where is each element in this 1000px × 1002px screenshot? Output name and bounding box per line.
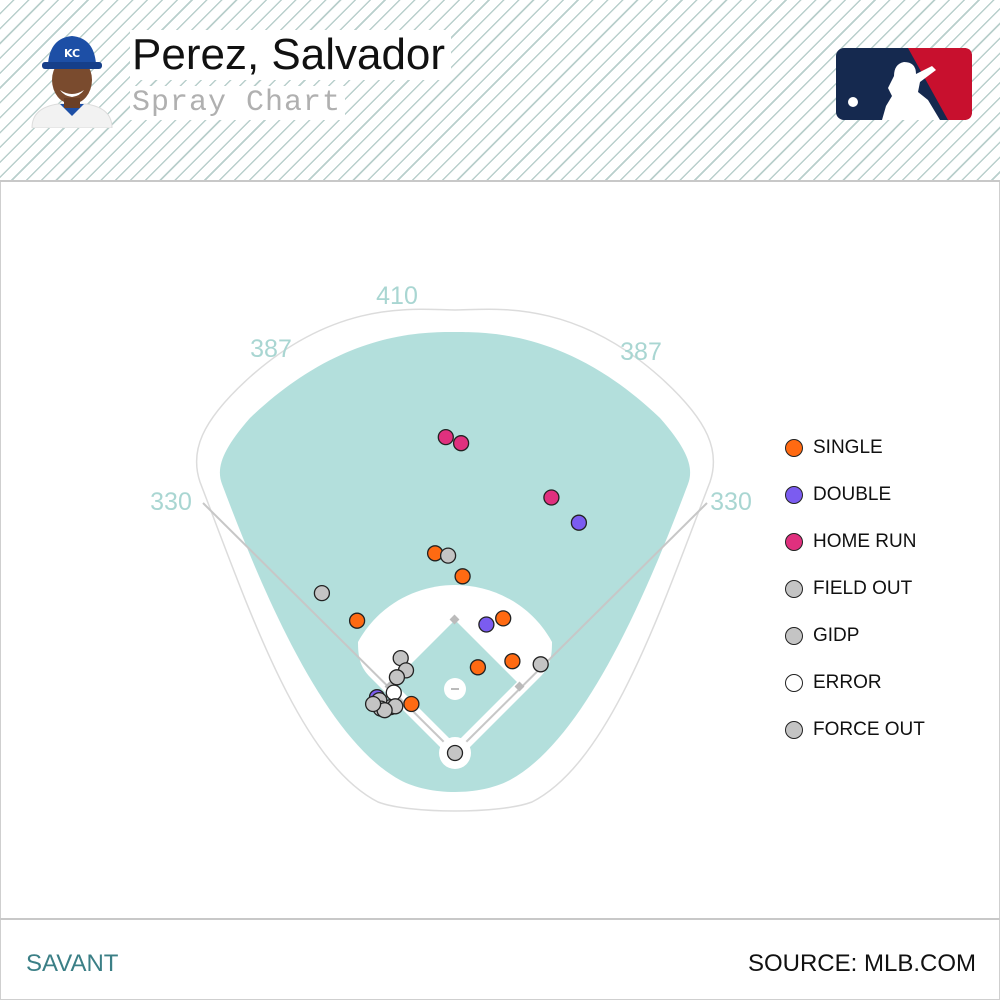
mlb-logo — [836, 48, 972, 120]
hit-marker-field-out — [364, 695, 382, 713]
hit-marker-single — [454, 568, 471, 585]
legend-swatch — [785, 721, 803, 739]
svg-text:KC: KC — [64, 47, 80, 60]
legend-label: HOME RUN — [813, 531, 917, 552]
hit-marker-single — [495, 610, 512, 627]
legend-label: FORCE OUT — [813, 719, 925, 740]
legend-label: FIELD OUT — [813, 578, 913, 599]
legend-swatch — [785, 674, 803, 692]
legend-label: SINGLE — [813, 437, 883, 458]
distance-label: 387 — [250, 335, 292, 363]
legend-label: DOUBLE — [813, 484, 892, 505]
hit-marker-single — [403, 695, 420, 713]
chart-header: KC Perez, Salvador Spray Chart — [0, 0, 1000, 182]
hit-marker-double — [570, 514, 588, 531]
legend-swatch — [785, 533, 803, 551]
legend-swatch — [785, 627, 803, 645]
pitchers-rubber — [451, 688, 459, 690]
legend-label: GIDP — [813, 625, 860, 646]
hit-marker-error — [385, 684, 402, 701]
chart-subtitle: Spray Chart — [130, 86, 346, 120]
distance-label: 330 — [150, 488, 192, 516]
savant-link[interactable]: SAVANT — [26, 950, 119, 977]
outfield-grass — [219, 332, 691, 792]
legend-swatch — [785, 580, 803, 598]
hit-marker-single — [469, 659, 487, 676]
legend-label: ERROR — [813, 672, 882, 693]
hit-marker-home-run — [543, 489, 560, 506]
hit-marker-single — [348, 612, 366, 629]
source-credit: SOURCE: MLB.COM — [747, 950, 976, 977]
hit-marker-home-run — [452, 435, 470, 452]
spray-chart-svg: 330 387 410 387 330 — [150, 282, 752, 812]
hit-marker-field-out — [388, 669, 406, 686]
distance-label: 330 — [710, 488, 752, 516]
hit-marker-field-out — [439, 547, 457, 564]
hit-marker-field-out — [532, 656, 549, 673]
player-headshot: KC — [30, 24, 114, 129]
hit-marker-field-out — [446, 744, 464, 762]
second-base — [449, 614, 460, 625]
first-base — [514, 681, 525, 692]
chart-footer: SAVANT SOURCE: MLB.COM — [0, 918, 1000, 1002]
hit-marker-single — [504, 653, 521, 670]
distance-label: 410 — [376, 282, 418, 310]
distance-label: 387 — [620, 338, 662, 366]
legend-swatch — [785, 486, 803, 504]
spray-chart: 330 387 410 387 330 SINGLE DOUBLE HOME RUN FIEL… — [0, 182, 1000, 918]
hit-marker-double — [478, 616, 495, 633]
hit-marker-home-run — [437, 428, 454, 446]
legend-swatch — [785, 439, 803, 457]
hit-marker-field-out — [313, 584, 331, 602]
right-foul-line — [454, 502, 708, 754]
player-name: Perez, Salvador — [130, 30, 452, 80]
